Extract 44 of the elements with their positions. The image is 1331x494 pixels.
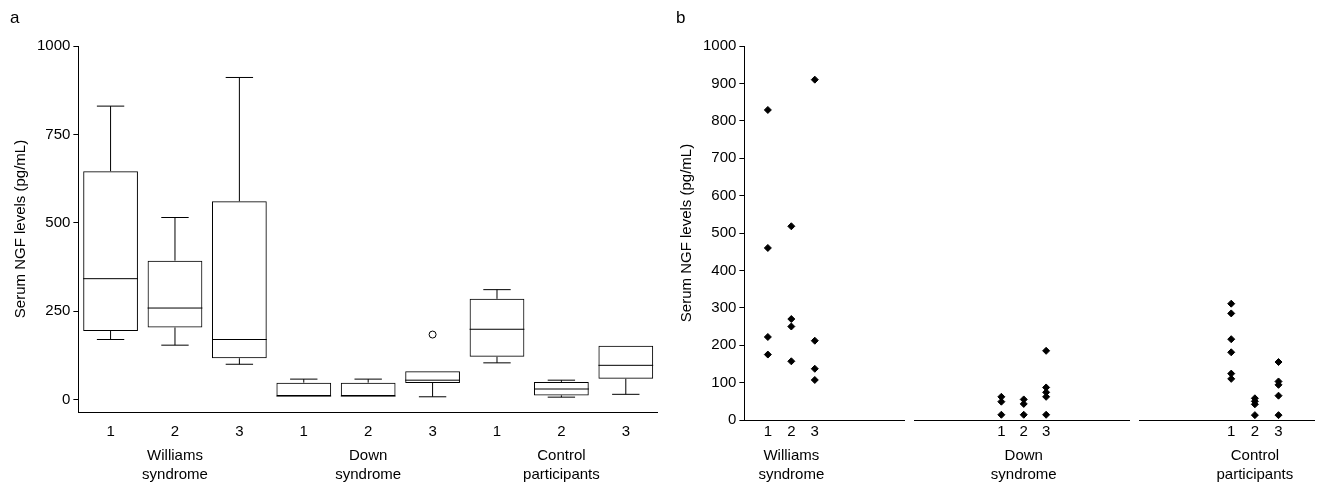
y-tick-label: 1000 [36,36,71,54]
x-tick-label: 2 [364,422,373,440]
y-axis-title: Serum NGF levels (pg/mL) [11,139,29,319]
x-tick-label: 3 [428,422,437,440]
chart-title: b [675,8,687,29]
x-tick-label: 3 [235,422,244,440]
x-tick-label: 2 [1250,422,1260,440]
y-tick-label: 250 [45,301,71,319]
y-tick-label: 400 [711,260,737,278]
x-tick-label: 1 [106,422,115,440]
y-tick-label: 0 [62,389,71,407]
y-axis-title: Serum NGF levels (pg/mL) [677,143,695,323]
x-tick-label: 1 [997,422,1006,440]
text: Down syndrome [990,445,1057,482]
y-tick-label: 300 [711,297,737,315]
x-tick-label: 1 [492,422,502,440]
text: Control participants [1216,445,1294,482]
y-tick-label: 1000 [702,36,737,54]
text: Down syndrome [335,445,402,482]
x-tick-label: 1 [1227,422,1236,440]
x-tick-label: 2 [1019,422,1028,440]
x-tick-label: 3 [1041,422,1051,440]
x-tick-label: 3 [810,422,819,440]
x-tick-label: 2 [557,422,566,440]
y-tick-label: 200 [711,335,737,353]
text: Williams syndrome [758,445,825,482]
x-tick-label: 1 [299,422,308,440]
y-tick-label: 750 [45,124,71,142]
y-tick-label: 500 [45,212,71,230]
x-tick-label: 2 [170,422,180,440]
y-tick-label: 700 [711,148,737,166]
y-tick-label: 0 [728,410,737,428]
y-tick-label: 600 [711,185,737,203]
chart-title: a [9,8,21,29]
x-tick-label: 2 [787,422,796,440]
y-tick-label: 100 [711,372,737,390]
y-tick-label: 900 [711,73,737,91]
y-tick-label: 800 [711,110,737,128]
y-tick-label: 500 [711,223,737,241]
text: Williams syndrome [142,445,208,482]
text: Control participants [523,445,600,482]
x-tick-label: 1 [763,422,773,440]
x-tick-label: 3 [621,422,630,440]
x-tick-label: 3 [1274,422,1283,440]
